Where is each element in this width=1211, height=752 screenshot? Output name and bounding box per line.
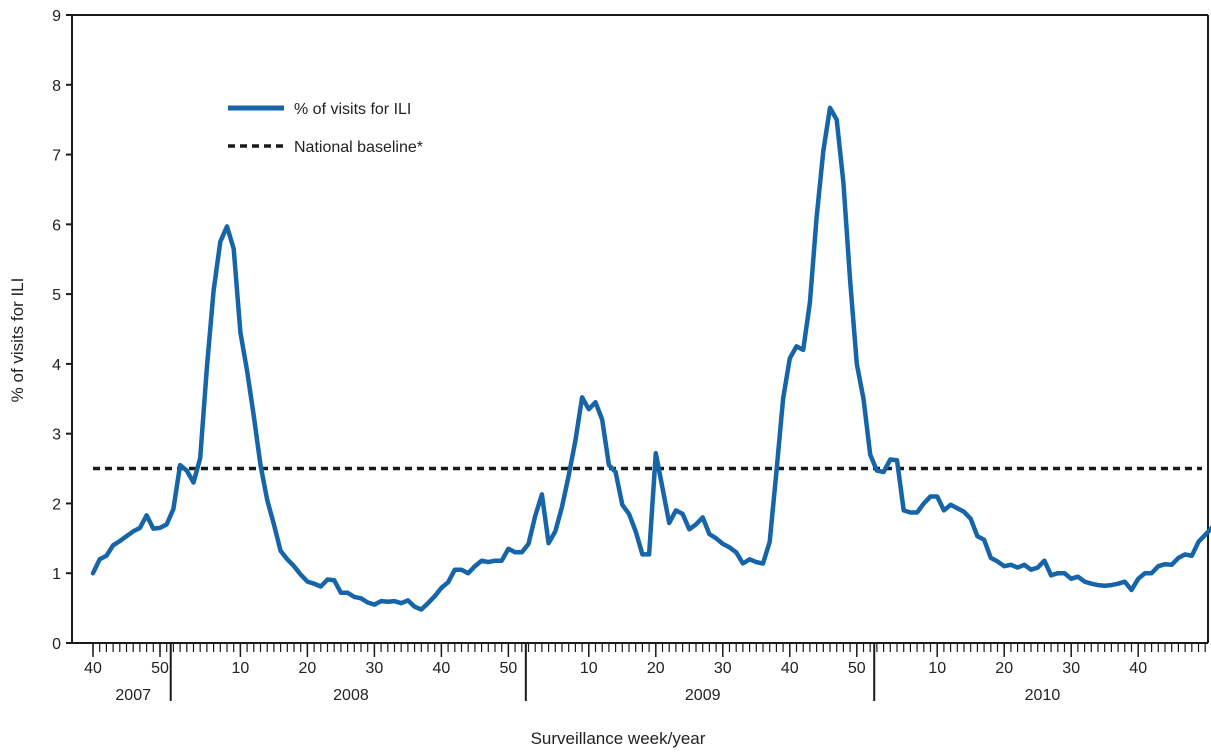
y-axis-title: % of visits for ILI [8, 278, 27, 403]
x-tick-label: 20 [647, 660, 665, 677]
x-axis: 40 50 10 20 30 40 50 10 20 30 40 50 10 20 30 40 2007 2008… [72, 642, 1208, 704]
y-tick-label: 5 [52, 287, 61, 304]
x-tick-label: 30 [714, 660, 732, 677]
x-tick-label: 40 [1129, 660, 1147, 677]
y-tick-label: 9 [52, 8, 61, 25]
year-label: 2010 [1025, 687, 1061, 704]
y-tick-label: 1 [52, 566, 61, 583]
y-tick-label: 3 [52, 427, 61, 444]
y-tick-label: 8 [52, 78, 61, 95]
x-tick-label: 20 [995, 660, 1013, 677]
x-tick-label: 40 [433, 660, 451, 677]
year-label: 2009 [685, 687, 721, 704]
y-tick-label: 2 [52, 496, 61, 513]
y-tick-label: 4 [52, 357, 61, 374]
year-label: 2007 [115, 687, 151, 704]
plot-area [90, 105, 1211, 612]
y-tick-label: 0 [52, 636, 61, 653]
y-tick-label: 6 [52, 217, 61, 234]
x-tick-label: 10 [580, 660, 598, 677]
x-tick-label: 50 [848, 660, 866, 677]
year-label: 2008 [333, 687, 369, 704]
y-axis: 0 1 2 3 4 5 6 7 8 9 [52, 8, 1209, 653]
legend-label-ili: % of visits for ILI [294, 101, 411, 118]
x-tick-label: 10 [928, 660, 946, 677]
x-tick-label: 40 [84, 660, 102, 677]
x-tick-label: 30 [366, 660, 384, 677]
x-tick-label: 10 [232, 660, 250, 677]
x-tick-label: 20 [299, 660, 317, 677]
legend-label-baseline: National baseline* [294, 139, 423, 156]
x-axis-title: Surveillance week/year [531, 729, 706, 748]
x-tick-label: 50 [500, 660, 518, 677]
x-tick-label: 40 [781, 660, 799, 677]
x-tick-label: 50 [151, 660, 169, 677]
x-tick-label: 30 [1062, 660, 1080, 677]
legend: % of visits for ILI National baseline* [228, 101, 423, 156]
ili-series-line [90, 105, 1211, 612]
y-tick-label: 7 [52, 148, 61, 165]
